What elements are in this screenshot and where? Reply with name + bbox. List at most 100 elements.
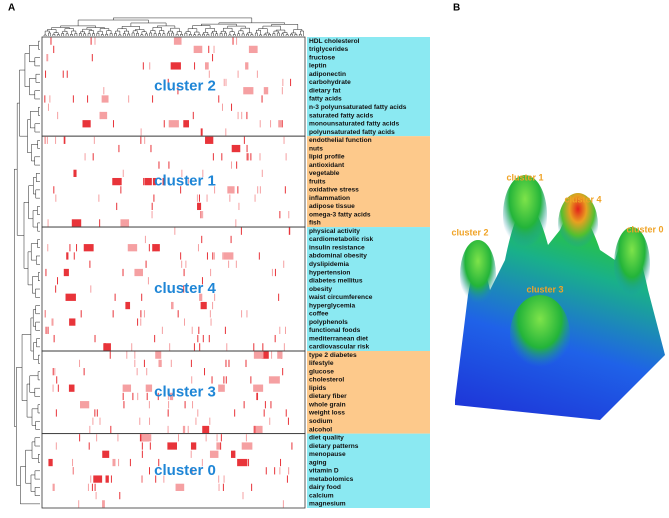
heat-cell: [263, 409, 265, 417]
heat-cell: [230, 235, 232, 244]
dendrogram: [131, 32, 135, 36]
dendrogram: [228, 34, 232, 36]
heat-cell: [253, 425, 262, 434]
heat-cell: [246, 153, 248, 161]
heat-cell: [216, 442, 221, 450]
heat-cell: [89, 425, 91, 434]
dendrogram: [240, 27, 250, 33]
heat-cell: [122, 169, 124, 177]
dendrogram: [117, 28, 127, 32]
heat-cell: [69, 318, 76, 326]
heat-cell: [109, 351, 111, 359]
heat-cell: [93, 475, 103, 483]
heat-cell: [278, 120, 282, 128]
heat-cell: [177, 310, 179, 318]
heat-cell: [253, 351, 264, 359]
heat-cell: [99, 111, 101, 120]
dendrogram: [219, 33, 223, 36]
heat-cell: [234, 409, 236, 417]
heat-cell: [51, 318, 54, 326]
dendrogram: [35, 420, 40, 430]
heat-cell: [204, 62, 209, 70]
dendrogram: [290, 33, 293, 36]
heat-cell: [99, 417, 101, 425]
heat-cell: [173, 37, 182, 45]
heat-cell: [52, 384, 54, 392]
heat-cell: [238, 202, 240, 211]
heat-cell: [127, 244, 138, 252]
dendrogram: [65, 33, 69, 36]
term-label: adiponectin: [309, 71, 346, 78]
heat-cell: [120, 186, 122, 194]
dendrogram: [43, 34, 47, 36]
term-label: insulin resistance: [309, 244, 365, 251]
dendrogram: [256, 29, 261, 35]
heat-cell: [45, 268, 47, 277]
heat-cell: [47, 103, 49, 111]
heat-cell: [210, 268, 212, 277]
heat-cell: [158, 458, 160, 467]
dendrogram: [166, 32, 170, 36]
dendrogram: [114, 33, 117, 36]
heat-cell: [214, 186, 216, 194]
heat-cell: [190, 359, 192, 368]
dendrogram: [132, 30, 138, 34]
dendrogram: [168, 30, 173, 34]
heat-cell: [197, 409, 199, 417]
dendrogram: [37, 222, 40, 232]
heat-cell: [99, 219, 101, 227]
dendrogram: [37, 206, 40, 215]
heat-cell: [141, 442, 143, 450]
heat-cell: [197, 244, 199, 252]
dendrogram: [35, 73, 40, 83]
heat-cell: [143, 359, 145, 368]
heat-cell: [198, 194, 200, 202]
heat-cell: [56, 376, 58, 384]
heat-cell: [223, 475, 225, 483]
term-label: aging: [309, 459, 327, 466]
dendrogram: [38, 272, 40, 282]
heat-cell: [66, 70, 68, 78]
heat-cell: [220, 434, 222, 442]
heat-cell: [245, 359, 247, 368]
heat-cell: [197, 334, 199, 343]
heat-cell: [71, 219, 82, 227]
heat-cell: [196, 194, 198, 202]
heat-cell: [55, 409, 57, 417]
term-label: lifestyle: [309, 360, 334, 367]
heat-cell: [192, 401, 194, 409]
dendrogram: [29, 78, 36, 96]
heat-cell: [261, 169, 263, 177]
heat-cell: [123, 401, 125, 409]
dendrogram: [27, 251, 33, 286]
dendrogram: [48, 32, 51, 36]
term-label: lipids: [309, 385, 327, 392]
dendrogram: [60, 25, 96, 28]
heat-cell: [136, 368, 138, 376]
heat-cell: [278, 376, 280, 384]
dendrogram: [61, 33, 65, 36]
term-label: dyslipidemia: [309, 261, 349, 268]
term-label: metabolomics: [309, 476, 354, 483]
heat-cell: [197, 202, 202, 211]
heat-cell: [91, 54, 93, 62]
heat-cell: [73, 169, 77, 177]
heat-cell: [68, 384, 75, 392]
term-label: polyunsaturated fatty acids: [309, 129, 395, 136]
heat-cell: [231, 144, 241, 153]
dendrogram: [144, 33, 148, 36]
heat-cell: [225, 128, 227, 136]
heat-cell: [285, 153, 287, 161]
heat-cell: [245, 434, 247, 442]
dendrogram: [83, 33, 87, 36]
term-band: [307, 136, 430, 228]
heat-cell: [175, 483, 185, 491]
dendrogram: [74, 33, 78, 36]
heat-cell: [87, 95, 89, 103]
dendrogram: [220, 30, 226, 34]
heat-cell: [202, 334, 204, 343]
heat-cell: [152, 177, 156, 186]
dendrogram: [23, 202, 29, 269]
heat-cell: [167, 78, 169, 87]
